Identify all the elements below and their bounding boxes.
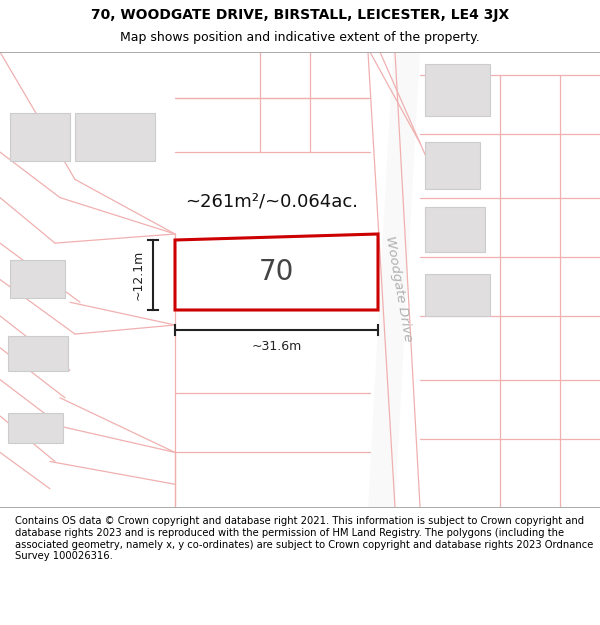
Text: ~261m²/~0.064ac.: ~261m²/~0.064ac.	[185, 193, 358, 211]
FancyBboxPatch shape	[425, 208, 485, 252]
Polygon shape	[175, 234, 378, 310]
Text: ~31.6m: ~31.6m	[251, 340, 302, 353]
FancyBboxPatch shape	[8, 336, 68, 371]
Polygon shape	[368, 52, 420, 507]
Text: 70, WOODGATE DRIVE, BIRSTALL, LEICESTER, LE4 3JX: 70, WOODGATE DRIVE, BIRSTALL, LEICESTER,…	[91, 8, 509, 21]
FancyBboxPatch shape	[425, 141, 480, 189]
Text: 70: 70	[259, 258, 293, 286]
Text: Woodgate Drive: Woodgate Drive	[383, 234, 415, 342]
FancyBboxPatch shape	[8, 413, 63, 443]
FancyBboxPatch shape	[10, 260, 65, 298]
FancyBboxPatch shape	[10, 113, 70, 161]
Text: Map shows position and indicative extent of the property.: Map shows position and indicative extent…	[120, 31, 480, 44]
Text: Contains OS data © Crown copyright and database right 2021. This information is : Contains OS data © Crown copyright and d…	[15, 516, 593, 561]
FancyBboxPatch shape	[425, 274, 490, 316]
FancyBboxPatch shape	[425, 64, 490, 116]
Text: ~12.1m: ~12.1m	[132, 250, 145, 300]
FancyBboxPatch shape	[75, 113, 155, 161]
